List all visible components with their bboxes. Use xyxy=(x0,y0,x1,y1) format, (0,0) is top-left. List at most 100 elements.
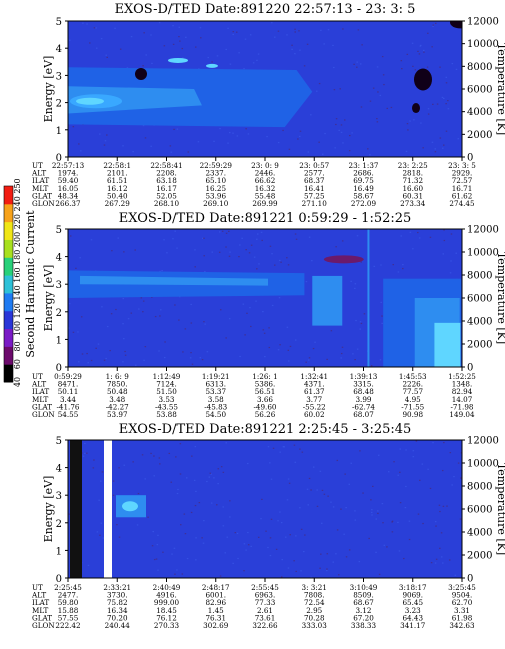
orbit-value: 15.88 xyxy=(58,606,79,615)
speckle xyxy=(376,121,379,123)
speckle xyxy=(262,329,265,331)
speckle xyxy=(397,271,400,273)
speckle xyxy=(392,264,394,266)
speckle xyxy=(123,251,125,253)
speckle xyxy=(178,36,180,38)
speckle xyxy=(204,323,206,325)
speckle xyxy=(447,100,449,102)
speckle xyxy=(150,452,152,455)
chart-title: EXOS-D/TED Date:891221 2:25:45 - 3:25:45 xyxy=(119,422,412,437)
speckle xyxy=(105,357,107,360)
orbit-value: 51.50 xyxy=(156,387,177,396)
speckle xyxy=(203,237,205,239)
speckle xyxy=(249,34,252,36)
speckle xyxy=(228,255,231,257)
speckle xyxy=(92,467,95,469)
speckle xyxy=(219,575,222,577)
speckle xyxy=(156,543,159,546)
speckle xyxy=(68,303,71,305)
speckle xyxy=(235,31,238,33)
speckle xyxy=(69,39,71,41)
speckle xyxy=(245,249,247,251)
speckle xyxy=(118,536,121,538)
speckle xyxy=(250,244,253,246)
speckle xyxy=(203,255,205,257)
speckle xyxy=(157,534,159,536)
speckle xyxy=(345,556,348,558)
speckle xyxy=(179,296,181,298)
speckle xyxy=(380,301,382,304)
orbit-value: 2577. xyxy=(304,169,325,178)
colorbar-segment xyxy=(4,364,13,383)
speckle xyxy=(218,231,221,233)
speckle xyxy=(418,237,421,239)
speckle xyxy=(82,22,84,24)
speckle xyxy=(207,56,210,59)
speckle xyxy=(275,548,278,550)
speckle xyxy=(356,61,358,63)
speckle xyxy=(97,343,100,345)
speckle xyxy=(269,537,272,539)
speckle xyxy=(359,63,362,65)
orbit-value: 2:48:17 xyxy=(202,583,230,592)
orbit-value: 1:12:49 xyxy=(153,372,181,381)
speckle xyxy=(293,444,296,446)
y-tick-label: 2 xyxy=(56,519,62,530)
speckle xyxy=(178,319,180,321)
orbit-value: 75.82 xyxy=(107,598,128,607)
orbit-value: 7124. xyxy=(156,380,177,389)
speckle xyxy=(228,131,231,134)
speckle xyxy=(153,558,156,561)
orbit-value: 53.96 xyxy=(205,191,226,200)
orbit-value: 3.99 xyxy=(355,395,371,404)
speckle xyxy=(412,65,414,67)
speckle xyxy=(457,138,460,140)
speckle xyxy=(303,65,306,67)
speckle xyxy=(111,250,113,252)
speckle xyxy=(300,570,302,572)
speckle xyxy=(288,148,291,150)
speckle xyxy=(241,237,243,239)
speckle xyxy=(114,27,116,29)
speckle xyxy=(368,537,370,540)
y-tick-label: 1 xyxy=(56,126,62,137)
y2-tick-label: 6000 xyxy=(467,505,492,516)
speckle xyxy=(308,477,311,480)
speckle xyxy=(356,235,359,237)
speckle xyxy=(341,240,344,242)
speckle xyxy=(101,471,104,473)
speckle xyxy=(189,357,192,359)
speckle xyxy=(100,38,103,40)
speckle xyxy=(440,556,443,558)
speckle xyxy=(130,312,133,314)
speckle xyxy=(122,297,125,300)
speckle xyxy=(431,46,433,48)
orbit-value: 270.33 xyxy=(154,621,180,630)
speckle xyxy=(350,280,352,282)
speckle xyxy=(330,330,333,332)
orbit-value: 1:26: 1 xyxy=(252,372,277,381)
orbit-value: 53.88 xyxy=(156,410,177,419)
speckle xyxy=(335,553,337,555)
band-bright xyxy=(80,275,268,286)
y2-tick-label: 12000 xyxy=(467,17,499,28)
speckle xyxy=(246,312,248,314)
speckle xyxy=(295,339,297,341)
speckle xyxy=(412,248,414,250)
orbit-value: 68.37 xyxy=(304,176,325,185)
speckle xyxy=(96,531,99,533)
speckle xyxy=(75,267,77,269)
dark-blob xyxy=(412,103,420,114)
orbit-value: 1:39:13 xyxy=(350,372,378,381)
speckle xyxy=(451,62,454,65)
speckle xyxy=(173,128,175,131)
speckle xyxy=(221,230,224,232)
speckle xyxy=(306,488,309,490)
speckle xyxy=(225,442,228,444)
speckle xyxy=(443,97,445,100)
orbit-value: -42.27 xyxy=(106,402,129,411)
speckle xyxy=(426,66,429,68)
speckle xyxy=(222,506,224,508)
panel-1: EXOS-D/TED Date:891220 22:57:13 - 23: 3:… xyxy=(31,2,505,208)
y2-tick-label: 10000 xyxy=(467,39,499,50)
